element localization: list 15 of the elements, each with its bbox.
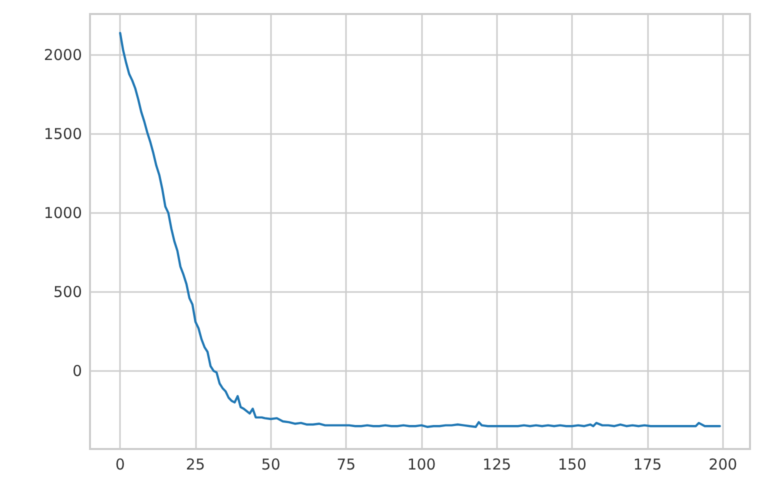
x-tick-label: 150 (558, 456, 587, 474)
x-tick-label: 100 (407, 456, 436, 474)
x-tick-label: 25 (186, 456, 206, 474)
y-tick-label: 1500 (44, 125, 82, 143)
line-series (119, 32, 721, 428)
x-tick-label: 75 (336, 456, 356, 474)
y-tick-label: 2000 (44, 46, 82, 64)
y-tick-label: 0 (72, 362, 82, 380)
x-tick-label: 0 (115, 456, 125, 474)
y-tick-label: 500 (53, 282, 82, 301)
y-tick-label: 1000 (44, 204, 82, 222)
x-tick-label: 175 (633, 456, 662, 474)
x-tick-label: 50 (261, 456, 280, 474)
x-tick-label: 200 (708, 456, 738, 474)
x-tick-label: 125 (482, 456, 512, 474)
